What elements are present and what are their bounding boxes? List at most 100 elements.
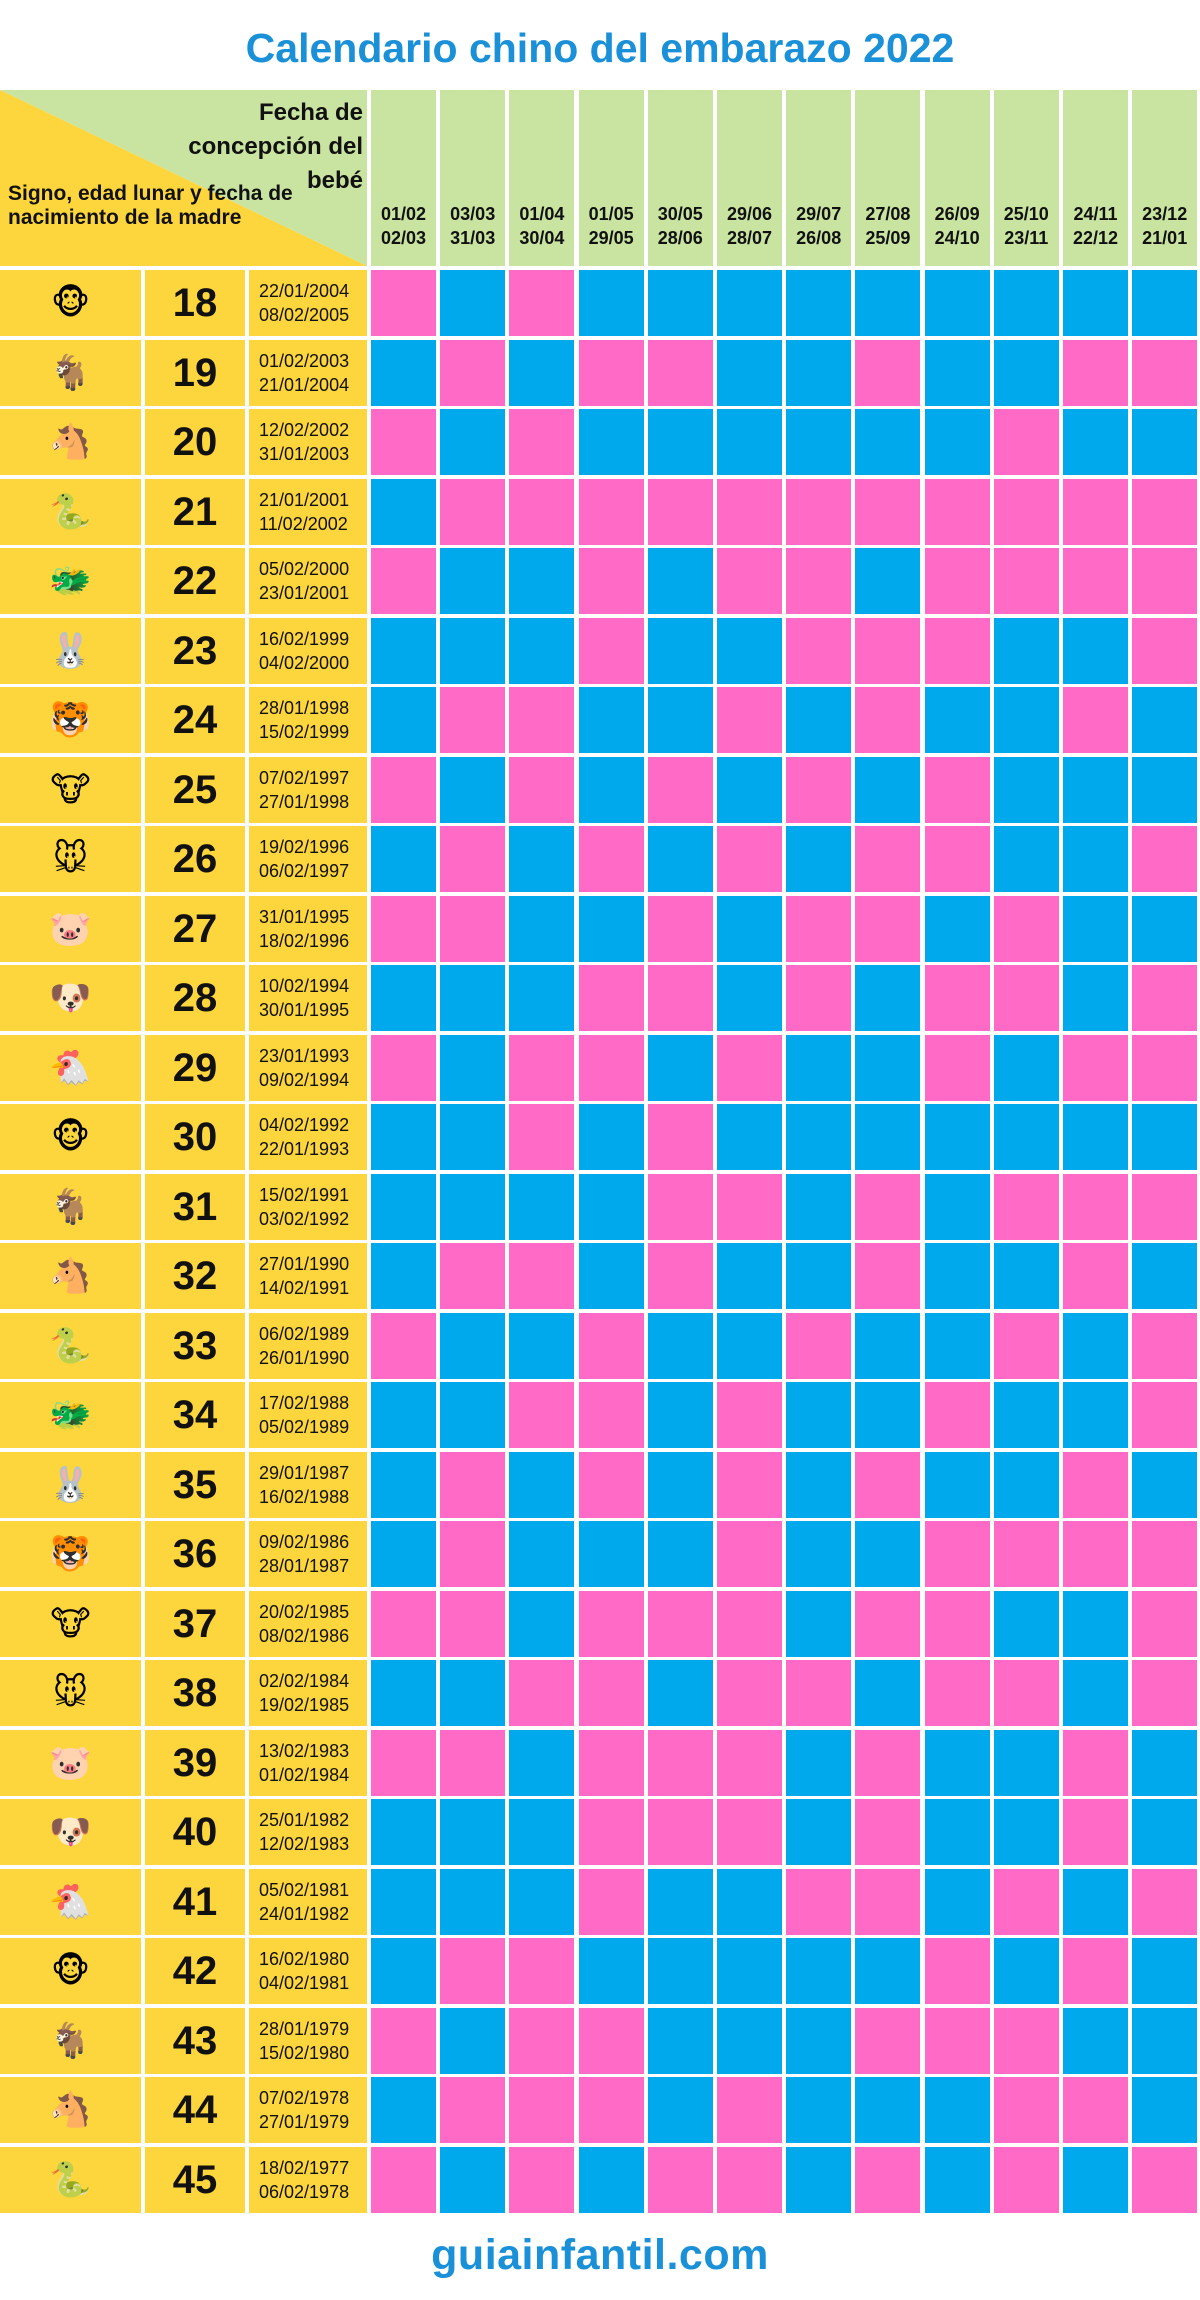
prediction-cell-boy: [440, 1104, 506, 1170]
prediction-cell-boy: [647, 409, 713, 475]
prediction-cell-boy: [371, 1938, 436, 2004]
prediction-cell-girl: [1063, 1799, 1128, 1865]
prediction-cell-girl: [993, 478, 1059, 545]
prediction-cell-boy: [717, 339, 782, 406]
prediction-cell-girl: [1132, 1868, 1198, 1935]
prediction-cell-boy: [786, 270, 852, 336]
prediction-cell-boy: [786, 826, 852, 892]
prediction-cell-girl: [993, 2077, 1059, 2143]
prediction-cell-girl: [1063, 1938, 1128, 2004]
column-header: 27/08 25/09: [855, 90, 921, 266]
prediction-cell-girl: [1063, 1243, 1128, 1309]
prediction-cell-girl: [855, 1868, 921, 1935]
prediction-cell-boy: [993, 756, 1059, 823]
lunar-age: 44: [145, 2077, 245, 2143]
birth-start-date: 10/02/1994: [259, 976, 350, 996]
snake-icon: 🐍: [0, 2146, 141, 2213]
prediction-cell-boy: [578, 687, 644, 753]
lunar-age: 22: [145, 548, 245, 614]
birth-start-date: 28/01/1979: [259, 2018, 350, 2039]
prediction-cell-boy: [786, 1104, 852, 1170]
lunar-age: 43: [145, 2007, 245, 2074]
birth-start-date: 15/02/1991: [259, 1184, 350, 1205]
prediction-cell-girl: [1132, 2146, 1198, 2213]
table-row: 🐔 29 23/01/1993 09/02/1994: [0, 1034, 1200, 1101]
prediction-cell-boy: [855, 2077, 921, 2143]
column-header: 30/05 28/06: [647, 90, 713, 266]
birth-end-date: 06/02/1997: [259, 861, 350, 881]
prediction-cell-girl: [371, 1590, 436, 1657]
prediction-cell-boy: [440, 965, 506, 1031]
column-header: 01/05 29/05: [578, 90, 644, 266]
column-start-date: 01/02: [380, 204, 427, 224]
mother-birth-date-range: 12/02/2002 31/01/2003: [249, 409, 367, 475]
lunar-age: 32: [145, 1243, 245, 1309]
table-row: 🐍 45 18/02/1977 06/02/1978: [0, 2146, 1200, 2213]
prediction-cell-girl: [717, 2146, 782, 2213]
prediction-cell-boy: [924, 1451, 990, 1518]
snake-icon: 🐍: [0, 1312, 141, 1379]
prediction-cell-girl: [924, 1660, 990, 1726]
prediction-cell-girl: [371, 409, 436, 475]
prediction-cell-boy: [371, 965, 436, 1031]
prediction-cell-boy: [924, 1729, 990, 1796]
prediction-cell-girl: [924, 1034, 990, 1101]
prediction-cell-girl: [1063, 1034, 1128, 1101]
prediction-cell-boy: [509, 1173, 575, 1240]
prediction-cell-girl: [578, 1382, 644, 1448]
column-date-range: 29/06 28/07: [717, 202, 782, 250]
table-row: 🐍 21 21/01/2001 11/02/2002: [0, 478, 1200, 545]
prediction-cell-girl: [717, 1451, 782, 1518]
prediction-cell-boy: [509, 1451, 575, 1518]
prediction-cell-girl: [993, 1173, 1059, 1240]
rabbit-icon: 🐰: [0, 1451, 141, 1518]
prediction-cell-boy: [1063, 1312, 1128, 1379]
prediction-cell-girl: [786, 617, 852, 684]
monkey-icon: 🐵: [0, 270, 141, 336]
prediction-cell-boy: [1132, 895, 1198, 962]
column-end-date: 28/06: [657, 228, 703, 248]
table-row: 🐷 39 13/02/1983 01/02/1984: [0, 1729, 1200, 1796]
column-end-date: 31/03: [450, 228, 496, 248]
prediction-cell-girl: [440, 1521, 506, 1587]
prediction-cell-girl: [1132, 1521, 1198, 1587]
prediction-cell-boy: [647, 1660, 713, 1726]
lunar-age: 39: [145, 1729, 245, 1796]
mother-birth-date-range: 27/01/1990 14/02/1991: [249, 1243, 367, 1309]
prediction-cell-boy: [509, 826, 575, 892]
prediction-cell-girl: [855, 895, 921, 962]
prediction-cell-boy: [1063, 1868, 1128, 1935]
prediction-cell-boy: [440, 1382, 506, 1448]
prediction-cell-boy: [1132, 1799, 1198, 1865]
prediction-cell-boy: [993, 617, 1059, 684]
prediction-cell-girl: [717, 1173, 782, 1240]
prediction-cell-girl: [578, 2077, 644, 2143]
prediction-cell-girl: [371, 2146, 436, 2213]
rat-icon: 🐭: [0, 1660, 141, 1726]
prediction-cell-boy: [717, 965, 782, 1031]
prediction-cell-girl: [440, 1729, 506, 1796]
birth-start-date: 05/02/2000: [259, 559, 350, 579]
prediction-cell-boy: [509, 1590, 575, 1657]
column-date-range: 26/09 24/10: [925, 202, 990, 250]
prediction-cell-girl: [924, 548, 990, 614]
table-row: 🐶 28 10/02/1994 30/01/1995: [0, 965, 1200, 1031]
prediction-cell-girl: [993, 1521, 1059, 1587]
dragon-icon: 🐲: [0, 548, 141, 614]
prediction-cell-girl: [786, 756, 852, 823]
prediction-cell-boy: [993, 1799, 1059, 1865]
table-row: 🐵 42 16/02/1980 04/02/1981: [0, 1938, 1200, 2004]
table-row: 🐐 19 01/02/2003 21/01/2004: [0, 339, 1200, 406]
prediction-cell-boy: [717, 756, 782, 823]
birth-start-date: 29/01/1987: [259, 1462, 350, 1483]
table-row: 🐍 33 06/02/1989 26/01/1990: [0, 1312, 1200, 1379]
birth-end-date: 16/02/1988: [259, 1486, 350, 1507]
prediction-cell-boy: [993, 1729, 1059, 1796]
column-end-date: 24/10: [934, 228, 980, 248]
prediction-cell-girl: [993, 1868, 1059, 1935]
lunar-age: 27: [145, 895, 245, 962]
prediction-cell-boy: [509, 965, 575, 1031]
prediction-cell-boy: [578, 2146, 644, 2213]
prediction-cell-girl: [1132, 826, 1198, 892]
prediction-cell-boy: [786, 687, 852, 753]
